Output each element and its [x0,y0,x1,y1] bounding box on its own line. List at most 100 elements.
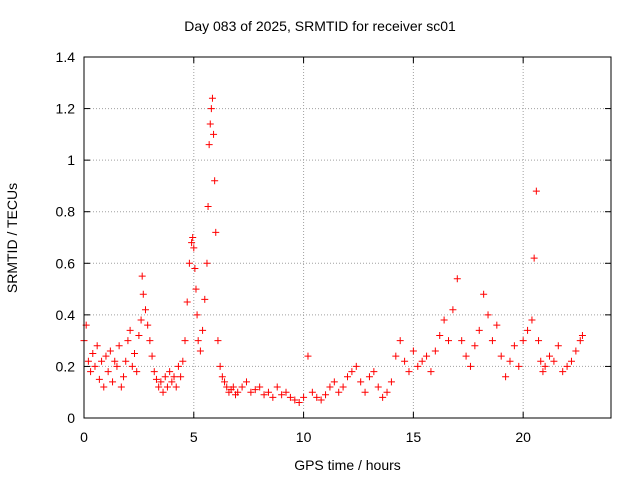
data-point [247,388,255,396]
data-point [212,228,220,236]
data-point [396,337,404,345]
data-point [515,362,523,370]
data-point [431,347,439,355]
data-point [91,362,99,370]
data-point [480,290,488,298]
data-point [326,383,334,391]
data-point [242,378,250,386]
data-point [264,388,272,396]
data-point [131,350,139,358]
data-point [445,337,453,345]
data-point [214,337,222,345]
data-point [374,383,382,391]
data-point [506,357,514,365]
data-point [458,337,466,345]
data-point [150,368,158,376]
data-point [405,368,413,376]
data-point [218,373,226,381]
data-point [524,326,532,334]
data-point [163,383,171,391]
data-point [401,357,409,365]
data-point [188,239,196,247]
data-point [191,264,199,272]
data-point [221,378,229,386]
data-point [440,316,448,324]
data-point [330,378,338,386]
data-point [392,352,400,360]
data-point [210,130,218,138]
data-point [122,357,130,365]
data-point [528,316,536,324]
data-point [190,244,198,252]
data-point [344,373,351,381]
axis-ticks: 0 0.2 0.4 0.6 0.8 1 1.2 1.4 0 5 10 15 20 [56,49,611,445]
data-point [205,141,213,149]
data-point [95,375,103,383]
y-tick-label: 0.4 [56,307,76,323]
data-point [295,399,303,407]
data-point [137,316,145,324]
x-tick-label: 0 [80,429,88,445]
data-point [251,386,259,394]
data-point [409,347,417,355]
data-point [229,383,237,391]
data-point [168,378,176,386]
data-point [157,378,165,386]
data-point [179,357,187,365]
data-point [223,383,231,391]
data-point [554,342,562,350]
y-axis-label: SRMTID / TECUs [4,182,20,294]
data-point [304,352,312,360]
data-point [238,383,246,391]
data-point [348,368,356,376]
data-point [194,337,202,345]
data-point [148,352,156,360]
data-point [185,259,193,267]
data-point [484,311,492,319]
data-point [104,368,112,376]
data-point [427,368,435,376]
x-tick-label: 15 [406,429,422,445]
data-point [317,396,325,404]
data-point [115,342,123,350]
data-point [313,393,321,401]
y-tick-label: 1.2 [56,101,76,117]
data-point [370,368,378,376]
data-point [322,391,330,399]
x-tick-label: 20 [515,429,531,445]
data-point [204,203,212,211]
data-point [462,352,470,360]
y-tick-label: 0.6 [56,255,76,271]
data-point [278,391,286,399]
data-point [109,378,117,386]
data-point [128,362,136,370]
data-point [539,368,547,376]
data-point [106,347,114,355]
data-point [111,357,119,365]
data-point [339,383,347,391]
data-point [550,357,558,365]
data-point [449,306,457,314]
data-point [135,331,143,339]
data-point [497,352,505,360]
data-point [126,326,134,334]
data-point [208,94,216,102]
data-point [466,362,474,370]
data-point [559,368,567,376]
y-tick-label: 0 [67,410,75,426]
data-point [537,357,545,365]
data-point [159,388,167,396]
data-point [166,368,174,376]
data-point [471,342,479,350]
data-point [177,373,185,381]
data-point [269,393,277,401]
data-point [510,342,518,350]
data-point [576,337,584,345]
x-axis-label: GPS time / hours [294,457,401,473]
data-point [502,373,510,381]
data-point [546,352,554,360]
data-point [203,259,211,267]
data-point [139,290,147,298]
data-point [453,275,461,283]
